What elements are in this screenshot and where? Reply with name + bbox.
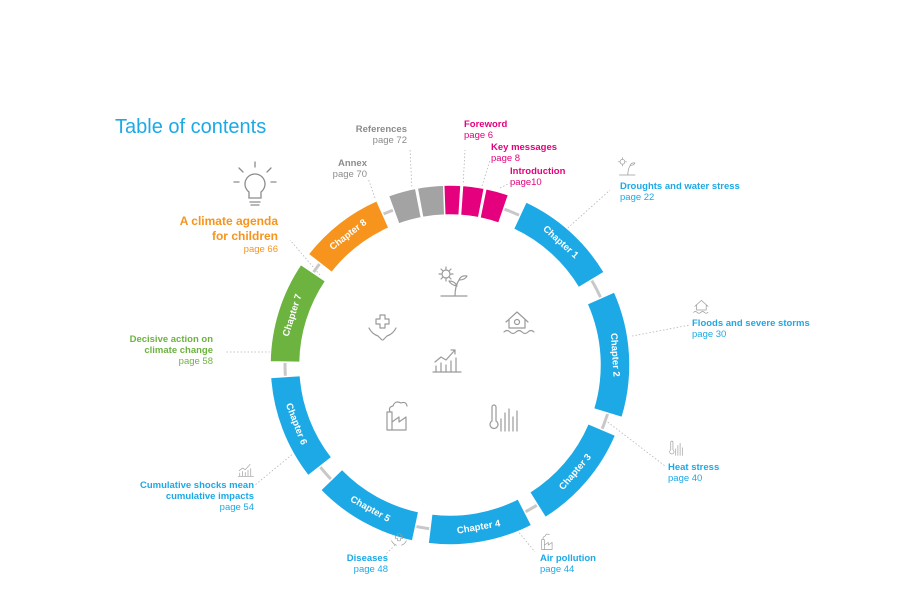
leader-line [462,149,466,187]
leader-line [481,159,491,187]
lightbulb-icon [233,161,277,206]
medical-hands-small-icon [391,533,407,546]
segment-introduction[interactable] [479,187,510,225]
chapter-label: Chapter 2 [608,333,622,377]
factory-icon [386,401,408,431]
toc-entry-introduction[interactable]: Introduction page10 [510,166,566,188]
toc-entry-references[interactable]: References page 72 [355,124,407,146]
leader-line [631,324,691,337]
page-title: Table of contents [115,116,267,138]
rising-chart-small-icon [237,463,254,477]
toc-entry-chapter-7[interactable]: Decisive action on climate change page 5… [129,334,213,367]
segment-chapter-1[interactable] [512,200,606,289]
rising-chart-icon [432,349,462,373]
toc-entry-chapter-6[interactable]: Cumulative shocks mean cumulative impact… [139,480,254,513]
segment-references[interactable] [416,184,446,219]
toc-entry-chapter-4[interactable]: Air pollution page 44 [540,553,596,575]
toc-entry-chapter-8[interactable]: A climate agenda for children page 66 [179,214,278,255]
segment-chapter-7[interactable] [269,263,327,364]
segment-chapter-2[interactable] [586,290,631,419]
toc-entry-annex[interactable]: Annex page 70 [332,158,367,180]
flood-house-small-icon [693,300,709,314]
sun-plant-small-icon [617,157,636,176]
toc-entry-key-messages[interactable]: Key messages page 8 [491,142,558,164]
toc-entry-chapter-1[interactable]: Droughts and water stress page 22 [620,181,740,203]
toc-entry-chapter-2[interactable]: Floods and severe storms page 30 [692,318,810,340]
leader-line [367,177,376,199]
leader-line [499,181,513,189]
leader-line [409,147,413,191]
leader-line [254,447,301,486]
toc-entry-chapter-3[interactable]: Heat stress page 40 [668,462,720,484]
toc-entry-foreword[interactable]: Foreword page 6 [464,119,508,141]
leader-line [604,419,666,467]
flood-house-icon [503,311,535,335]
segment-chapter-5[interactable] [319,468,420,542]
segment-chapter-3[interactable] [528,422,617,519]
sun-plant-icon [438,266,468,297]
segment-chapter-8[interactable] [307,199,390,274]
segment-key-messages[interactable] [459,184,486,219]
toc-entry-chapter-5[interactable]: Diseases page 48 [346,553,388,575]
thermometer-small-icon [669,440,683,456]
segment-chapter-4[interactable] [427,497,533,546]
leader-line [559,189,611,236]
segment-chapter-6[interactable] [269,374,333,477]
leader-line [516,529,536,553]
medical-hands-icon [368,314,397,341]
segment-annex[interactable] [387,187,423,226]
thermometer-icon [489,404,518,432]
factory-small-icon [541,533,553,550]
leader-line [384,544,396,556]
